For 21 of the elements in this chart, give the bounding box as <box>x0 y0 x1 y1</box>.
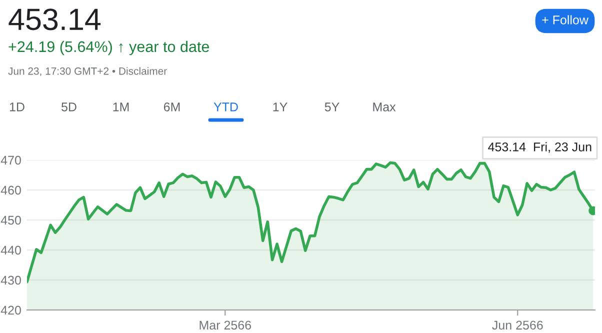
x-tick-label: Jun 2566 <box>492 320 543 330</box>
text: 5Y <box>324 102 340 112</box>
text: 6M <box>164 102 180 112</box>
y-tick-label: 440 <box>0 246 21 255</box>
text: 1D <box>10 102 24 112</box>
y-tick-label: 420 <box>0 306 21 315</box>
y-tick-label: 470 <box>0 156 21 165</box>
text: YTD <box>214 102 238 112</box>
text: + Follow <box>542 15 588 24</box>
text: 453.14 Fri, 23 Jun <box>488 142 592 153</box>
text: Jun 23, 17:30 GMT+2 • Disclaimer <box>8 67 167 76</box>
x-tick-label: Mar 2566 <box>200 320 251 330</box>
text: Max <box>373 102 396 112</box>
y-tick-label: 430 <box>0 276 21 285</box>
chart-title: 453.14 <box>8 8 101 30</box>
y-tick-label: 450 <box>0 216 21 225</box>
text: 5D <box>62 102 76 112</box>
y-tick-label: 460 <box>0 186 21 195</box>
text: 1M <box>113 102 129 112</box>
chart-subtitle: +24.19 (5.64%) ↑ year to date <box>8 40 210 56</box>
text: 1Y <box>273 102 288 112</box>
